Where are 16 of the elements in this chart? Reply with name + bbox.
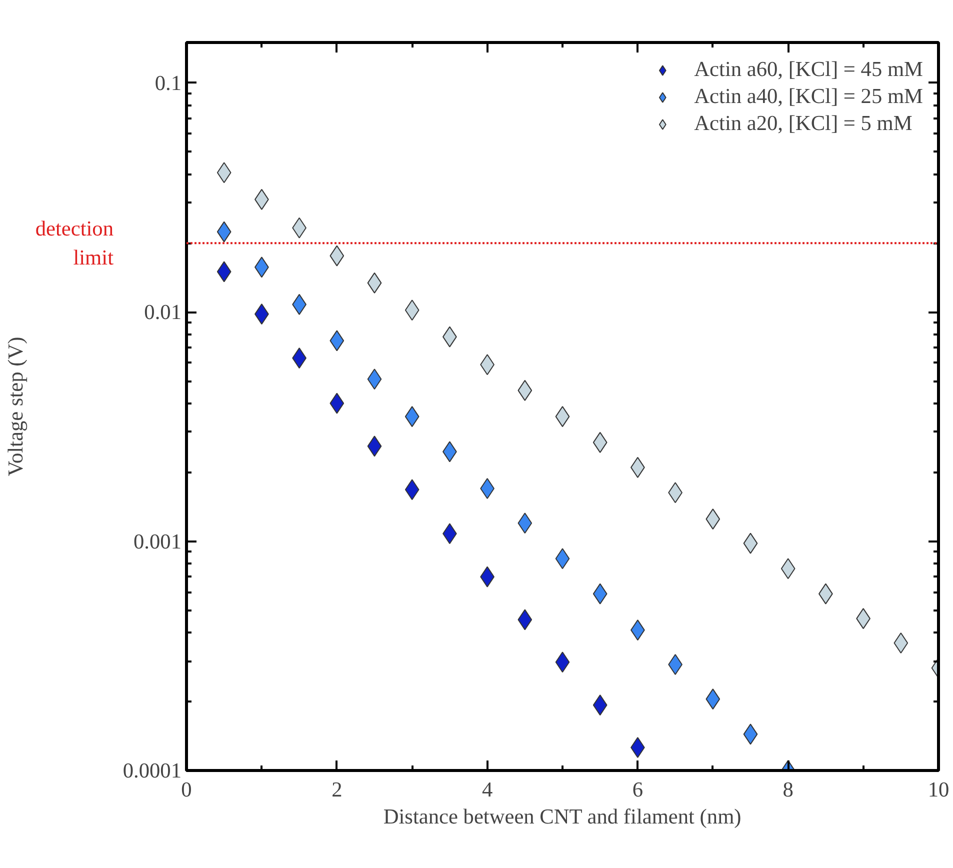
x-tick-label: 10 [928,778,950,802]
y-tick-label: 0.001 [134,529,182,554]
x-tick-label: 6 [632,778,644,802]
y-tick-label: 0.1 [154,70,182,95]
x-tick-label: 2 [332,778,342,802]
x-axis-title: Distance between CNT and filament (nm) [383,804,742,828]
legend-label: Actin a40, [KCl] = 25 mM [694,84,923,109]
y-tick-label: 0.0001 [122,758,182,782]
x-tick-label: 4 [482,778,493,802]
x-tick-label: 0 [181,778,192,802]
y-tick-label: 0.01 [144,300,182,324]
ref-line-label: detection limit [35,216,114,270]
legend-label: Actin a60, [KCl] = 45 mM [694,57,923,82]
x-tick-label: 8 [782,778,794,802]
y-axis-title: Voltage step (V) [3,336,28,476]
legend-label: Actin a20, [KCl] = 5 mM [694,111,912,136]
